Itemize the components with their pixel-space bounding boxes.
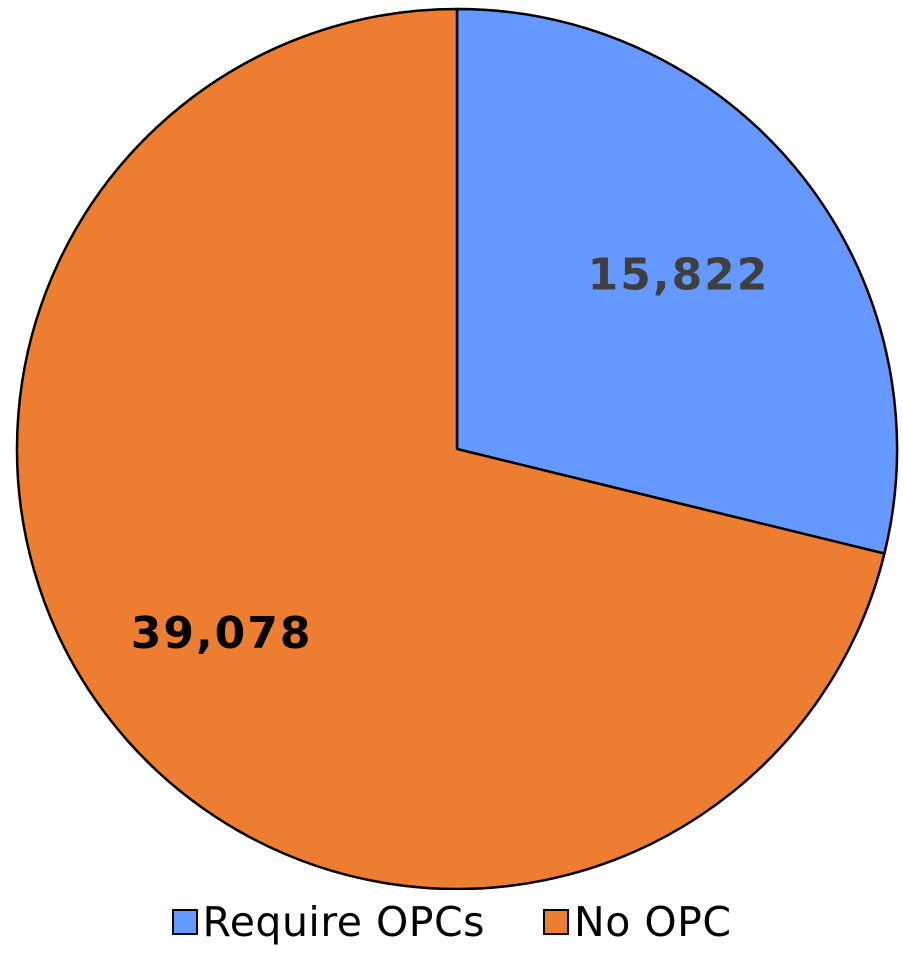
- pie-data-labels: 15,822 39,078: [131, 250, 770, 660]
- pie-chart: 15,822 39,078: [15, 7, 899, 890]
- pie-slice-no-opc: [15, 7, 886, 890]
- legend-swatch-require-opcs: [171, 909, 198, 935]
- pie-slices: [15, 7, 899, 890]
- legend: Require OPCs No OPC: [0, 892, 903, 952]
- legend-item-require-opcs: Require OPCs: [171, 898, 486, 946]
- data-label-no-opc: 39,078: [131, 608, 313, 659]
- legend-swatch-no-opc: [543, 909, 570, 935]
- data-label-require-opcs: 15,822: [588, 250, 770, 301]
- legend-label-require-opcs: Require OPCs: [202, 898, 486, 946]
- legend-item-no-opc: No OPC: [543, 898, 731, 946]
- pie-slice-require-opcs: [455, 7, 899, 555]
- legend-label-no-opc: No OPC: [574, 898, 732, 946]
